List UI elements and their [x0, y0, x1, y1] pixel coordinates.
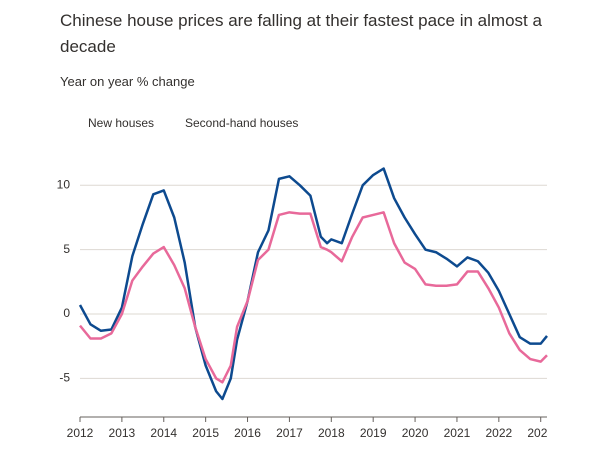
y-tick-label: 10 — [57, 177, 71, 191]
x-tick-label: 2023 — [527, 426, 554, 440]
series-line — [79, 211, 548, 384]
legend-label: New houses — [88, 116, 154, 130]
x-tick-label: 2014 — [150, 426, 177, 440]
x-tick-label: 2012 — [67, 426, 94, 440]
x-tick-label: 2018 — [318, 426, 345, 440]
x-tick-label: 2019 — [360, 426, 387, 440]
legend-label: Second-hand houses — [185, 116, 298, 130]
x-tick-label: 2016 — [234, 426, 261, 440]
chart-title: Chinese house prices are falling at thei… — [60, 11, 542, 56]
y-tick-label: 5 — [63, 242, 70, 256]
x-tick-label: 2017 — [276, 426, 303, 440]
series-line — [78, 167, 548, 401]
chart-subtitle: Year on year % change — [60, 74, 195, 89]
x-tick-label: 2021 — [444, 426, 471, 440]
y-tick-label: -5 — [59, 371, 70, 385]
x-tick-label: 2022 — [485, 426, 512, 440]
x-tick-label: 2013 — [109, 426, 136, 440]
x-tick-label: 2020 — [402, 426, 429, 440]
x-tick-label: 2015 — [192, 426, 219, 440]
y-tick-label: 0 — [63, 306, 70, 320]
